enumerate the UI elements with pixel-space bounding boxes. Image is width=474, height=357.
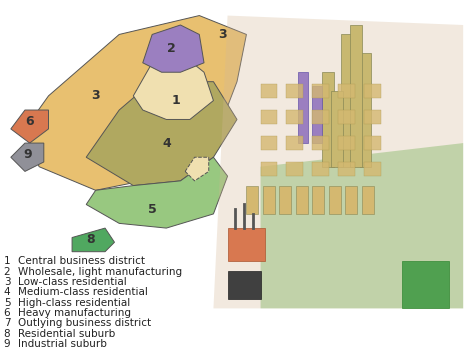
Bar bbox=[350, 25, 362, 167]
Bar bbox=[329, 186, 341, 214]
Text: 3: 3 bbox=[91, 89, 100, 102]
Polygon shape bbox=[143, 25, 204, 72]
Bar bbox=[246, 186, 258, 214]
Text: 9: 9 bbox=[23, 149, 32, 161]
Text: 8: 8 bbox=[87, 233, 95, 246]
Bar bbox=[346, 186, 357, 214]
Bar bbox=[359, 53, 371, 167]
Text: Residential suburb: Residential suburb bbox=[18, 329, 115, 339]
Text: 9: 9 bbox=[4, 339, 10, 349]
Text: 4: 4 bbox=[4, 287, 10, 297]
Text: 1: 1 bbox=[172, 94, 180, 107]
Text: 3: 3 bbox=[4, 277, 10, 287]
Bar bbox=[279, 186, 291, 214]
Bar bbox=[364, 136, 381, 150]
Bar bbox=[261, 84, 277, 98]
Bar bbox=[364, 162, 381, 176]
Text: Low-class residential: Low-class residential bbox=[18, 277, 127, 287]
Bar bbox=[228, 271, 261, 299]
Bar bbox=[362, 186, 374, 214]
Bar bbox=[322, 72, 334, 167]
Bar bbox=[338, 84, 355, 98]
Bar bbox=[261, 136, 277, 150]
Text: 5: 5 bbox=[4, 298, 10, 308]
Bar bbox=[338, 162, 355, 176]
Bar bbox=[296, 186, 308, 214]
Bar bbox=[331, 91, 343, 167]
Text: 3: 3 bbox=[219, 28, 227, 41]
Text: Heavy manufacturing: Heavy manufacturing bbox=[18, 308, 131, 318]
Bar bbox=[364, 84, 381, 98]
Polygon shape bbox=[402, 261, 449, 308]
Bar bbox=[312, 186, 324, 214]
Polygon shape bbox=[261, 143, 463, 308]
Text: 4: 4 bbox=[162, 137, 171, 150]
Text: Outlying business district: Outlying business district bbox=[18, 318, 151, 328]
Bar bbox=[286, 84, 303, 98]
Bar bbox=[312, 110, 329, 124]
Polygon shape bbox=[11, 143, 44, 171]
Bar bbox=[312, 86, 322, 143]
Bar bbox=[261, 110, 277, 124]
Polygon shape bbox=[25, 16, 246, 190]
Bar bbox=[286, 110, 303, 124]
Text: Medium-class residential: Medium-class residential bbox=[18, 287, 148, 297]
Bar bbox=[286, 162, 303, 176]
Text: Central business district: Central business district bbox=[18, 256, 145, 266]
Text: 8: 8 bbox=[4, 329, 10, 339]
Text: 2: 2 bbox=[4, 267, 10, 277]
Polygon shape bbox=[86, 82, 237, 186]
Polygon shape bbox=[213, 16, 463, 308]
Bar bbox=[338, 110, 355, 124]
Text: 5: 5 bbox=[148, 203, 156, 216]
Text: 2: 2 bbox=[167, 42, 175, 55]
Text: Industrial suburb: Industrial suburb bbox=[18, 339, 107, 349]
Bar bbox=[341, 34, 353, 167]
Polygon shape bbox=[11, 110, 48, 143]
Text: 6: 6 bbox=[25, 115, 34, 128]
Bar bbox=[298, 72, 308, 143]
Text: High-class residential: High-class residential bbox=[18, 298, 130, 308]
Bar bbox=[228, 228, 265, 261]
Text: 6: 6 bbox=[4, 308, 10, 318]
Polygon shape bbox=[185, 157, 209, 181]
Polygon shape bbox=[72, 228, 115, 252]
Polygon shape bbox=[86, 157, 228, 228]
Text: Wholesale, light manufacturing: Wholesale, light manufacturing bbox=[18, 267, 182, 277]
Bar bbox=[312, 162, 329, 176]
Bar bbox=[261, 162, 277, 176]
Bar bbox=[312, 84, 329, 98]
Bar bbox=[364, 110, 381, 124]
Text: 1: 1 bbox=[4, 256, 10, 266]
Bar bbox=[263, 186, 275, 214]
Bar bbox=[312, 136, 329, 150]
Bar bbox=[338, 136, 355, 150]
Bar bbox=[286, 136, 303, 150]
Text: 7: 7 bbox=[4, 318, 10, 328]
Polygon shape bbox=[133, 53, 213, 120]
